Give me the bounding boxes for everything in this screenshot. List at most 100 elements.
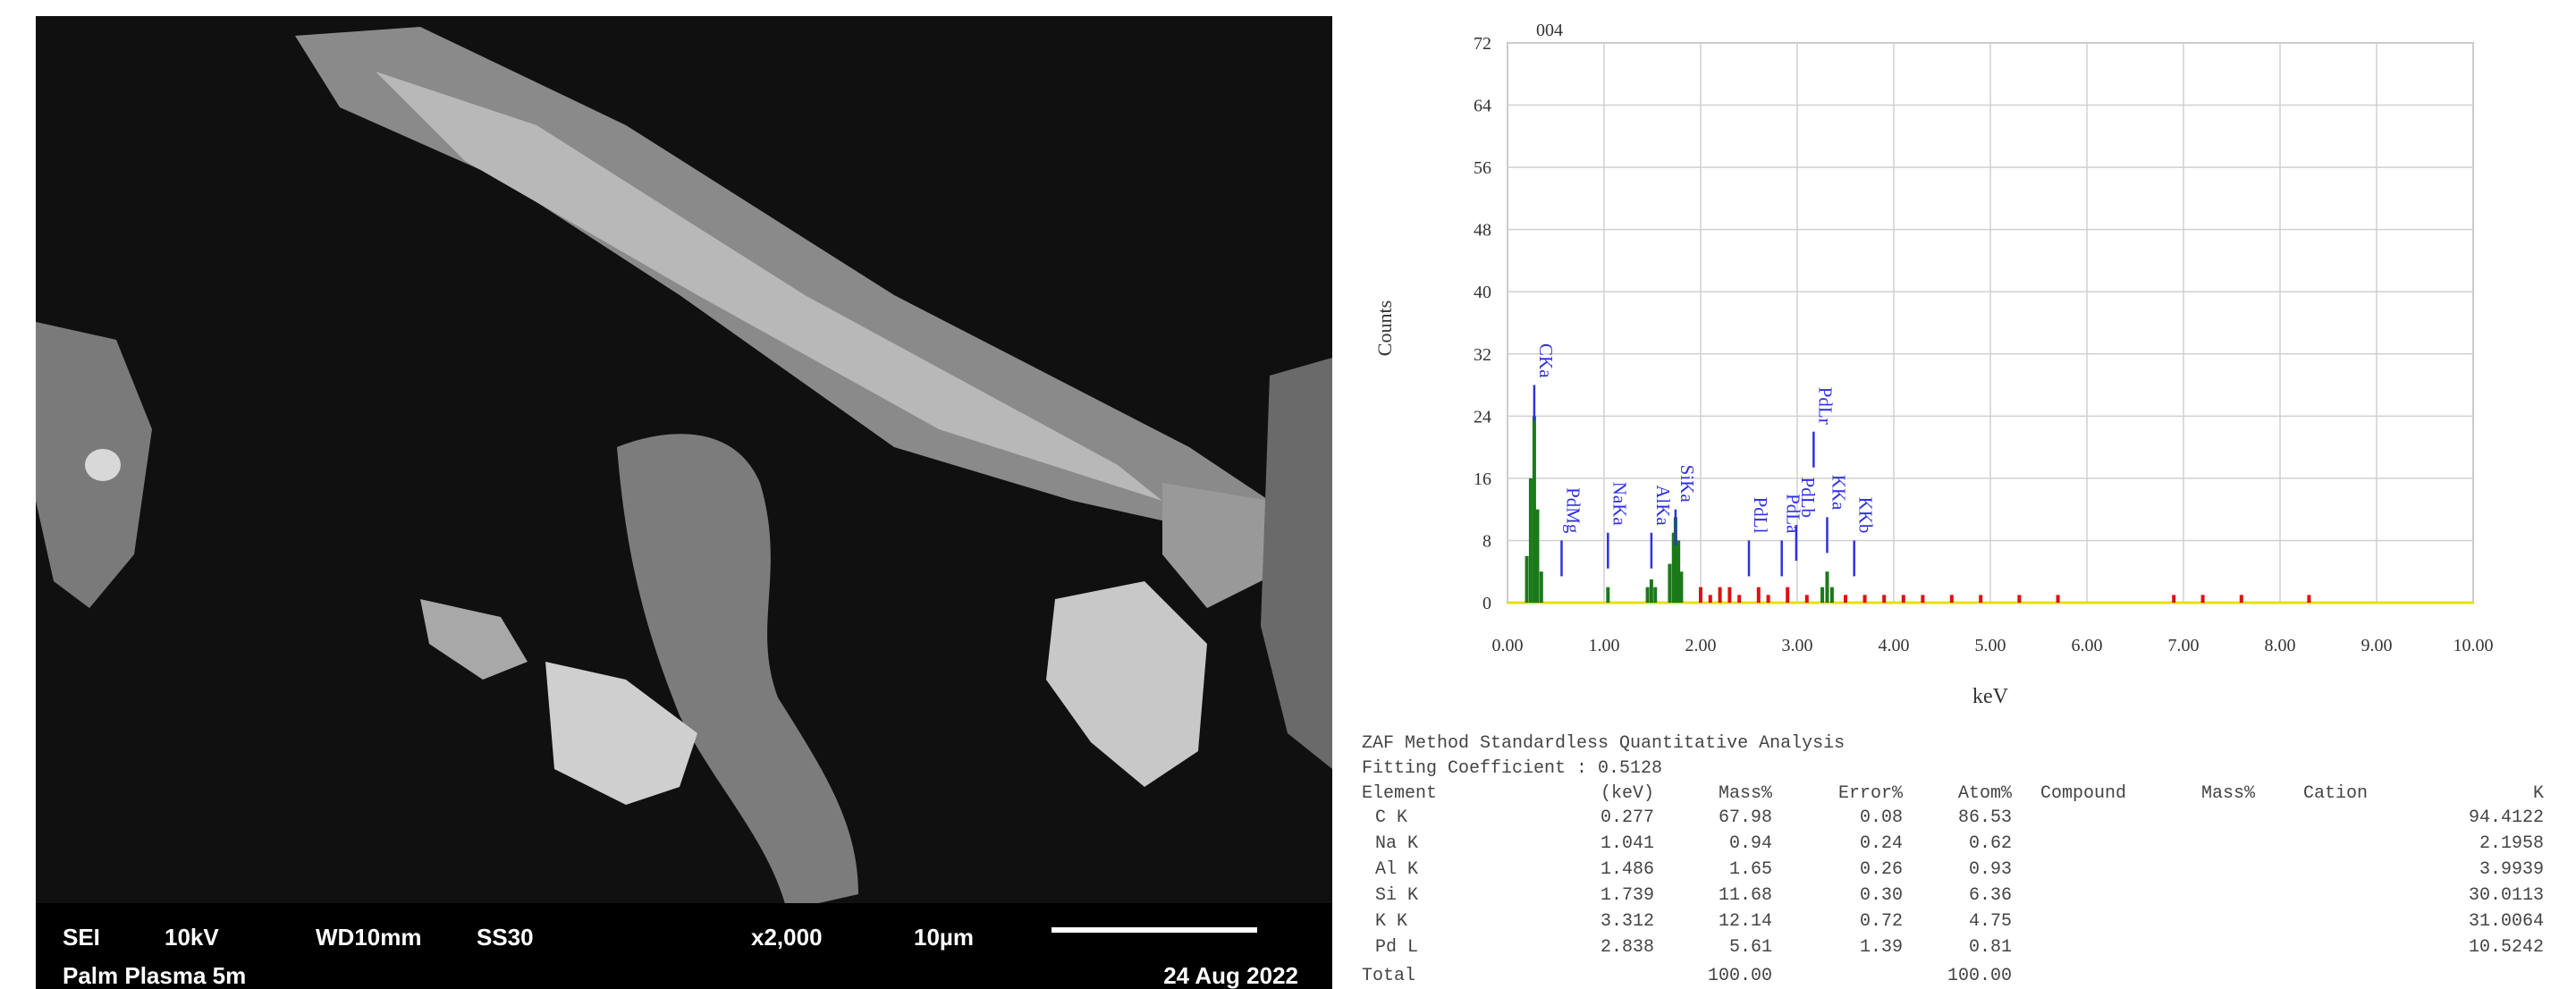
table-cell: Pd L: [1375, 937, 1418, 958]
sem-date: 24 Aug 2022: [1163, 962, 1298, 989]
spectrum-bar: [1719, 587, 1722, 603]
spectrum-bar: [1786, 587, 1789, 603]
table-cell: 0.94: [1729, 833, 1772, 854]
x-tick-label: 6.00: [2072, 636, 2103, 655]
spectrum-bar: [1805, 595, 1809, 603]
peak-label: KKa: [1828, 475, 1849, 511]
y-tick-label: 72: [1474, 34, 1491, 54]
spectrum-bar: [1979, 595, 1982, 603]
spectrum-bar: [1767, 595, 1770, 603]
spectrum-bar: [1950, 595, 1954, 603]
x-tick-label: 9.00: [2361, 636, 2393, 655]
table-cell: 6.36: [1969, 885, 2012, 906]
table-cell: 0.93: [1969, 859, 2012, 880]
table-cell: 3.9939: [2479, 859, 2544, 880]
table-cell: 0.62: [1969, 833, 2012, 854]
spectrum-bar: [2172, 595, 2175, 603]
spectrum-bar: [2240, 595, 2243, 603]
spectrum-bar: [2201, 595, 2205, 603]
spectrum-bar: [1646, 587, 1650, 603]
spectrum-bar: [1606, 587, 1609, 603]
chart-title: 004: [1536, 21, 1563, 40]
table-cell: 31.0064: [2469, 911, 2544, 932]
peak-label: NaKa: [1609, 482, 1630, 527]
spectrum-bar: [1668, 564, 1671, 603]
spectrum-bar: [1533, 416, 1536, 603]
table-cell: 1.39: [1860, 937, 1903, 958]
x-tick-label: 4.00: [1879, 636, 1910, 655]
table-cell: 67.98: [1719, 807, 1772, 828]
x-tick-label: 8.00: [2265, 636, 2296, 655]
spectrum-bar: [1525, 556, 1529, 603]
spectrum-bar: [1727, 587, 1731, 603]
table-cell: 2.1958: [2479, 833, 2544, 854]
table-cell: 1.041: [1600, 833, 1654, 854]
column-header: Cation: [2303, 783, 2368, 804]
spectrum-bar: [1650, 579, 1653, 603]
x-tick-label: 10.00: [2454, 636, 2494, 655]
table-cell: 30.0113: [2469, 885, 2544, 906]
sem-spot-size: SS30: [477, 924, 534, 951]
spectrum-bar: [1699, 587, 1702, 603]
y-tick-label: 48: [1474, 221, 1491, 241]
table-cell: K K: [1375, 911, 1407, 932]
peak-label: PdMg: [1562, 487, 1584, 534]
table-cell: 10.5242: [2469, 937, 2544, 958]
table-cell: 4.75: [1969, 911, 2012, 932]
peak-label: SiKa: [1677, 465, 1698, 503]
x-axis-label: keV: [1972, 685, 2009, 708]
table-cell: 0.72: [1860, 911, 1903, 932]
column-header: Mass%: [2201, 783, 2256, 804]
analysis-table: ZAF Method Standardless Quantitative Ana…: [1362, 733, 2544, 986]
column-header: Atom%: [1958, 783, 2013, 804]
sem-image: [36, 16, 1332, 989]
column-header: K: [2533, 783, 2544, 804]
sem-sample: Palm Plasma 5m: [63, 962, 246, 989]
y-tick-label: 24: [1474, 407, 1491, 427]
figure: SEI 10kV WD10mm SS30 x2,000 10µm Palm Pl…: [0, 0, 2576, 989]
table-cell: 11.68: [1719, 885, 1772, 906]
spectrum-bar: [1882, 595, 1886, 603]
table-cell: 1.65: [1729, 859, 1772, 880]
table-cell: Si K: [1375, 885, 1418, 906]
spectrum-bar: [1535, 510, 1539, 603]
table-cell: 1.486: [1600, 859, 1654, 880]
column-header: Mass%: [1719, 783, 1773, 804]
table-cell: 5.61: [1729, 937, 1772, 958]
sem-magnification: x2,000: [751, 924, 823, 951]
analysis-title: ZAF Method Standardless Quantitative Ana…: [1362, 733, 1845, 754]
peak-label: PdLr: [1814, 387, 1836, 425]
table-cell: 3.312: [1600, 911, 1654, 932]
total-cell: Total: [1362, 966, 1415, 986]
table-cell: 0.08: [1860, 807, 1903, 828]
y-tick-label: 0: [1482, 594, 1491, 613]
spectrum-bar: [1653, 587, 1657, 603]
table-cell: C K: [1375, 807, 1407, 828]
x-tick-label: 7.00: [2168, 636, 2200, 655]
table-cell: 0.277: [1600, 807, 1654, 828]
x-tick-label: 1.00: [1589, 636, 1620, 655]
column-header: Compound: [2040, 783, 2126, 804]
spectrum-bar: [1921, 595, 1924, 603]
peak-label: KKb: [1855, 497, 1877, 534]
y-tick-label: 56: [1474, 158, 1491, 178]
table-cell: 12.14: [1719, 911, 1772, 932]
x-tick-label: 0.00: [1492, 636, 1524, 655]
table-cell: 0.30: [1860, 885, 1903, 906]
column-header: (keV): [1600, 783, 1654, 804]
spectrum-bar: [1863, 595, 1867, 603]
table-cell: 0.81: [1969, 937, 2012, 958]
spectrum-bar: [1540, 571, 1543, 603]
table-cell: 86.53: [1958, 807, 2012, 828]
table-cell: Al K: [1375, 859, 1418, 880]
spectrum-bar: [1757, 587, 1761, 603]
spectrum-bar: [1825, 571, 1829, 603]
x-tick-label: 2.00: [1685, 636, 1717, 655]
table-cell: Na K: [1375, 833, 1418, 854]
x-tick-label: 5.00: [1975, 636, 2006, 655]
spectrum-bar: [2307, 595, 2310, 603]
spectrum-bar: [1679, 571, 1683, 603]
x-tick-label: 3.00: [1782, 636, 1813, 655]
sem-mode: SEI: [63, 924, 100, 951]
